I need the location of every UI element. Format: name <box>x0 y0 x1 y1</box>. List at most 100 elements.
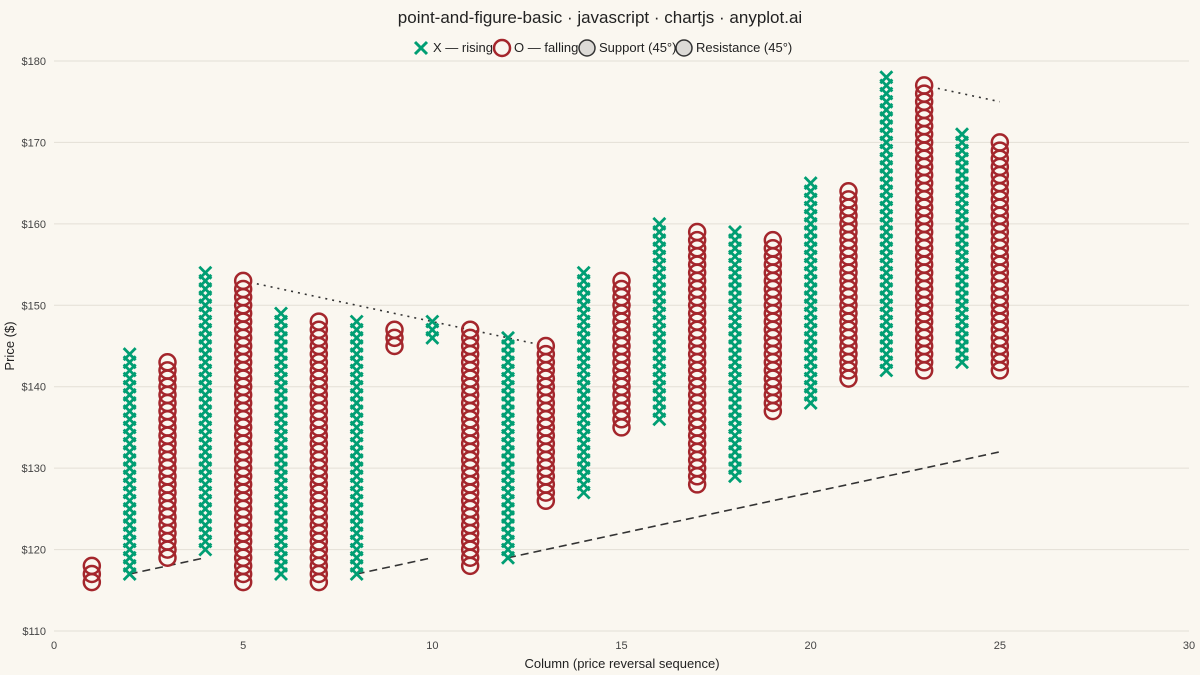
o-mark <box>839 182 858 201</box>
y-tick-label: $130 <box>22 463 46 475</box>
o-column <box>460 320 480 576</box>
support-line <box>356 556 433 575</box>
x-column <box>274 306 288 581</box>
x-column <box>576 265 591 500</box>
o-mark <box>763 230 783 250</box>
o-mark <box>460 328 480 348</box>
x-mark <box>803 176 818 191</box>
legend-label-rising: X — rising <box>433 40 493 55</box>
y-tick-label: $110 <box>22 626 46 638</box>
o-mark <box>309 312 329 331</box>
o-column <box>536 336 556 510</box>
o-mark <box>763 239 783 258</box>
x-column <box>122 347 137 581</box>
x-column <box>652 216 667 427</box>
o-mark <box>914 76 934 95</box>
x-column <box>879 70 894 378</box>
x-mark <box>879 70 894 85</box>
resistance-marker-icon <box>675 39 693 57</box>
o-column <box>309 312 329 592</box>
y-tick-label: $150 <box>22 300 46 312</box>
x-column <box>955 127 969 370</box>
x-mark <box>501 330 515 345</box>
x-tick-label: 20 <box>805 640 817 652</box>
x-column <box>803 176 818 410</box>
x-tick-label: 5 <box>240 640 246 652</box>
x-mark <box>274 306 288 321</box>
x-mark <box>728 225 742 239</box>
o-mark <box>158 361 177 380</box>
o-mark <box>536 344 556 364</box>
y-tick-label: $180 <box>22 56 46 68</box>
o-mark <box>309 320 329 339</box>
o-mark <box>990 133 1010 152</box>
y-tick-label: $160 <box>22 219 46 231</box>
x-column <box>349 314 364 581</box>
x-mark <box>349 314 364 329</box>
legend-label-support: Support (45°) <box>599 40 676 55</box>
x-column <box>198 265 213 557</box>
x-axis-label: Column (price reversal sequence) <box>524 656 719 671</box>
o-mark <box>914 84 934 103</box>
x-marker-icon <box>413 40 429 56</box>
o-mark <box>687 230 707 250</box>
o-column <box>839 182 858 388</box>
x-tick-label: 15 <box>615 640 627 652</box>
x-mark <box>652 216 667 231</box>
x-column <box>425 314 440 345</box>
x-tick-label: 10 <box>426 640 438 652</box>
x-mark <box>425 314 440 329</box>
o-column <box>763 230 783 421</box>
o-mark <box>990 141 1010 160</box>
legend-item-resistance[interactable]: Resistance (45°) <box>675 39 792 57</box>
o-mark <box>385 320 404 339</box>
legend-label-falling: O — falling <box>514 40 578 55</box>
x-tick-label: 30 <box>1183 640 1195 652</box>
legend-label-resistance: Resistance (45°) <box>696 40 792 55</box>
o-mark <box>82 556 102 576</box>
chart-title: point-and-figure-basic · javascript · ch… <box>398 8 802 27</box>
y-tick-label: $120 <box>22 545 46 557</box>
o-mark <box>233 271 253 291</box>
legend: X — rising O — falling Support (45°) Res… <box>413 38 792 58</box>
o-mark <box>385 328 404 348</box>
o-column <box>233 271 253 592</box>
x-mark <box>198 265 213 280</box>
x-column <box>501 330 515 565</box>
y-axis-label: Price ($) <box>2 321 17 370</box>
o-mark <box>612 279 631 299</box>
o-mark <box>687 222 707 242</box>
legend-item-rising[interactable]: X — rising <box>413 40 493 56</box>
o-mark <box>612 271 631 291</box>
x-column <box>728 225 742 484</box>
support-marker-icon <box>578 39 596 57</box>
o-mark <box>536 336 556 356</box>
trend-lines <box>129 84 1001 575</box>
support-line <box>507 451 1001 559</box>
o-column <box>82 556 102 592</box>
o-column <box>158 353 177 567</box>
o-mark <box>460 320 480 339</box>
y-tick-label: $140 <box>22 382 46 394</box>
y-tick-labels: $110 $120 $130 $140 $150 $160 $170 $180 <box>22 56 46 638</box>
x-tick-labels: 0 5 10 15 20 25 30 <box>51 640 1195 652</box>
o-column <box>612 271 631 437</box>
y-tick-label: $170 <box>22 137 46 149</box>
legend-item-falling[interactable]: O — falling <box>492 38 578 58</box>
x-mark <box>576 265 591 280</box>
o-column <box>385 320 404 356</box>
pnf-columns <box>82 70 1010 592</box>
x-tick-label: 25 <box>994 640 1006 652</box>
x-tick-label: 0 <box>51 640 57 652</box>
resistance-line <box>242 280 547 347</box>
o-column <box>990 133 1010 380</box>
x-mark <box>955 127 969 142</box>
legend-item-support[interactable]: Support (45°) <box>578 39 676 57</box>
o-mark <box>233 279 253 299</box>
o-mark <box>158 353 177 372</box>
resistance-line <box>923 84 1001 103</box>
x-mark <box>122 347 137 362</box>
o-column <box>687 222 707 494</box>
o-mark <box>82 564 102 584</box>
o-column <box>914 76 934 380</box>
